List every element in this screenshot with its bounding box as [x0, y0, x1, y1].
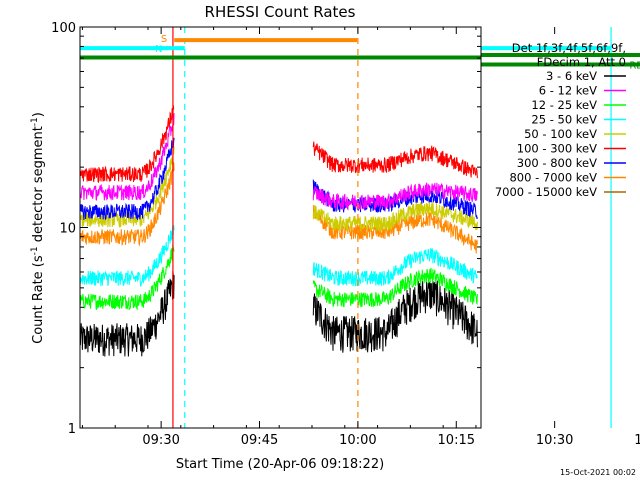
series-line-1-segment-1	[312, 182, 478, 211]
flag-label-5: RD6	[629, 61, 640, 72]
x-tick-label-0: 09:30	[142, 433, 179, 448]
plot-frame	[79, 26, 482, 429]
legend-label-7: 800 - 7000 keV	[509, 171, 597, 185]
series-line-1-segment-0	[79, 113, 175, 201]
series-line-7-segment-1	[312, 204, 478, 254]
y-axis-label: Count Rate (s-1 detector segment-1)	[30, 112, 46, 344]
series-line-3-segment-0	[79, 224, 175, 287]
series-line-7-segment-0	[79, 162, 175, 247]
series-line-2-segment-0	[79, 244, 175, 311]
x-tick-label-3: 10:15	[438, 433, 475, 448]
flag-bars-layer: SNRDCRD6	[80, 34, 640, 72]
series-line-5-segment-0	[79, 105, 175, 184]
y-tick-label-2: 1	[68, 422, 76, 437]
legend-label-3: 25 - 50 keV	[531, 113, 597, 127]
series-line-5-segment-1	[312, 141, 478, 179]
legend-label-2: 12 - 25 keV	[531, 98, 597, 112]
y-tick-label-0: 100	[51, 21, 76, 36]
series-line-3-segment-1	[312, 247, 478, 287]
legend-label-0: 3 - 6 keV	[546, 69, 597, 83]
legend: Det 1f,3f,4f,5f,6f,9f, FDecim 1, Att 0 3…	[495, 41, 626, 199]
legend-label-4: 50 - 100 keV	[524, 127, 597, 141]
legend-header-line-1: Det 1f,3f,4f,5f,6f,9f,	[512, 41, 626, 55]
x-tick-label-1: 09:45	[241, 433, 278, 448]
flag-label-0: S	[161, 34, 167, 45]
series-line-0-segment-0	[79, 270, 175, 357]
legend-label-1: 6 - 12 keV	[539, 84, 597, 98]
legend-header-line-2: FDecim 1, Att 0	[537, 55, 626, 69]
y-tick-label-1: 10	[59, 222, 76, 237]
series-line-0-segment-1	[312, 280, 478, 353]
markers-layer	[172, 27, 612, 428]
x-tick-label-4: 10:30	[536, 433, 573, 448]
series-line-6-segment-1	[312, 179, 478, 220]
x-tick-label-5: 10:45	[634, 433, 640, 448]
series-line-6-segment-0	[79, 137, 175, 221]
legend-label-8: 7000 - 15000 keV	[495, 185, 597, 199]
legend-label-6: 300 - 800 keV	[517, 156, 597, 170]
flag-label-1: N	[155, 44, 162, 55]
footer-date: 15-Oct-2021 00:02	[560, 468, 636, 477]
series-layer	[79, 105, 478, 357]
chart-title: RHESSI Count Rates	[205, 3, 356, 21]
x-axis-label: Start Time (20-Apr-06 09:18:22)	[176, 457, 384, 472]
x-tick-label-2: 10:00	[339, 433, 376, 448]
series-line-2-segment-1	[312, 267, 478, 308]
axes-layer: 09:30 09:45 10:00 10:15 10:30 10:45 100 10 1	[51, 21, 640, 448]
legend-label-5: 100 - 300 keV	[517, 142, 597, 156]
